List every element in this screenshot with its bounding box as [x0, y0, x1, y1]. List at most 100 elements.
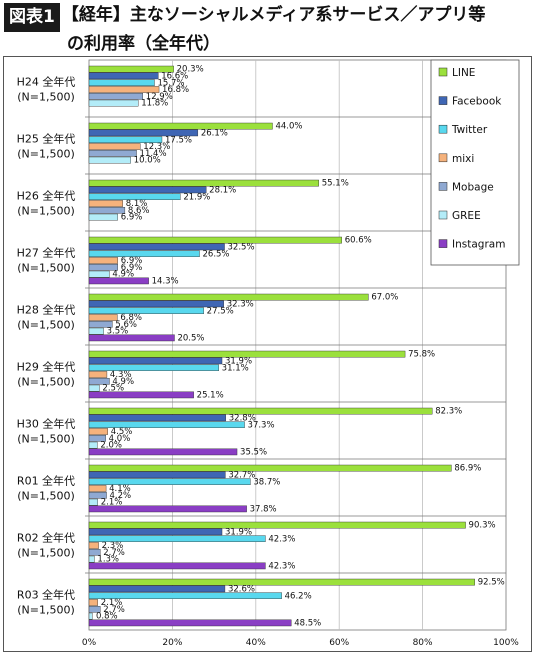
value-label: 31.9% [225, 528, 252, 538]
x-tick-label: 40% [246, 638, 266, 648]
category-label: H28 全年代 [17, 303, 76, 317]
bar-twitter [88, 193, 181, 201]
value-label: 0.8% [96, 612, 118, 622]
category-label: H25 全年代 [17, 132, 76, 146]
bar-mobage [88, 93, 143, 100]
value-label: 32.8% [229, 414, 256, 424]
value-label: 48.5% [294, 619, 321, 629]
value-label: 20.3% [177, 65, 204, 75]
value-label: 42.3% [268, 534, 295, 544]
category-label: H29 全年代 [17, 360, 76, 374]
bar-facebook [88, 243, 225, 251]
value-label: 90.3% [469, 521, 496, 531]
value-label: 55.1% [322, 179, 349, 189]
bar-line [88, 65, 174, 73]
value-label: 3.5% [107, 327, 129, 337]
legend-swatch-facebook [438, 96, 448, 105]
value-label: 4.5% [111, 427, 133, 437]
value-label: 2.1% [101, 498, 123, 508]
value-label: 37.3% [248, 420, 275, 430]
legend-box [430, 59, 520, 266]
value-label: 32.5% [228, 243, 255, 253]
value-label: 44.0% [275, 122, 302, 132]
legend-label-twitter: Twitter [451, 124, 488, 136]
category-n-label: (N=1,500) [17, 433, 75, 446]
category-label: H26 全年代 [17, 189, 76, 203]
value-label: 6.9% [121, 213, 143, 223]
bar-line [88, 407, 433, 415]
value-label: 2.0% [100, 441, 122, 451]
bar-instagram [88, 391, 194, 399]
bar-instagram [88, 334, 175, 342]
x-tick-label: 100% [493, 638, 519, 648]
category-label: R01 全年代 [17, 474, 75, 488]
bar-line [88, 521, 466, 529]
category-n-label: (N=1,500) [17, 604, 75, 617]
bar-instagram [88, 505, 247, 513]
value-label: 21.9% [183, 192, 210, 202]
value-label: 2.1% [101, 598, 123, 608]
legend-swatch-line [438, 67, 448, 77]
category-n-label: (N=1,500) [17, 319, 75, 332]
value-label: 4.2% [110, 491, 132, 501]
category-label: H24 全年代 [17, 75, 76, 89]
value-label: 1.3% [97, 555, 119, 565]
figure-tag: 図表1 [4, 3, 60, 32]
value-label: 27.5% [207, 306, 234, 316]
value-label: 67.0% [371, 293, 398, 303]
bar-mobage [88, 492, 107, 499]
bar-instagram [88, 277, 149, 285]
category-n-label: (N=1,500) [17, 205, 75, 218]
bar-facebook [88, 72, 159, 80]
bar-facebook [88, 585, 226, 593]
value-label: 15.7% [157, 78, 184, 88]
bar-gree [88, 156, 131, 164]
category-label: H27 全年代 [17, 246, 76, 260]
bar-gree [88, 498, 98, 506]
bar-twitter [88, 592, 282, 599]
bar-mixi [88, 599, 98, 606]
bar-facebook [88, 186, 207, 194]
bar-twitter [88, 421, 245, 429]
title-line-1: 図表1 【経年】主なソーシャルメディア系サービス／アプリ等 [4, 3, 536, 32]
value-label: 8.6% [128, 206, 150, 216]
value-label: 20.5% [177, 334, 204, 344]
value-label: 10.0% [134, 156, 161, 166]
bar-chart: 0% 20% 40% 60% 80% 100% H24 全年代 (N=1,500) H25 全年… [17, 59, 520, 648]
category-n-label: (N=1,500) [17, 376, 75, 389]
value-label: 75.8% [408, 350, 435, 360]
bar-facebook [88, 357, 223, 365]
value-label: 17.5% [165, 135, 192, 145]
bar-twitter [88, 307, 204, 315]
bar-mobage [88, 263, 118, 271]
value-label: 32.3% [227, 300, 254, 310]
bar-line [88, 293, 369, 301]
bar-instagram [88, 562, 266, 570]
bar-instagram [88, 619, 292, 627]
bar-mobage [88, 149, 137, 157]
value-label: 8.1% [126, 199, 148, 209]
value-label: 28.1% [209, 186, 236, 196]
legend-swatch-gree [438, 210, 448, 220]
value-label: 37.8% [250, 505, 277, 515]
value-label: 11.8% [141, 99, 168, 109]
legend-label-line: LINE [452, 67, 475, 79]
value-label: 4.0% [109, 434, 131, 444]
value-label: 31.9% [225, 357, 252, 367]
bar-mobage [88, 549, 101, 556]
legend-swatch-twitter [438, 124, 448, 134]
value-label: 82.3% [435, 407, 462, 417]
chart-title-continued: の利用率（全年代） [67, 34, 220, 54]
bar-twitter [88, 535, 266, 543]
legend-label-mixi: mixi [452, 153, 474, 165]
bar-facebook [88, 300, 224, 308]
x-tick-label: 60% [329, 638, 349, 648]
value-label: 31.1% [222, 363, 249, 373]
chart-frame: 0% 20% 40% 60% 80% 100% H24 全年代 (N=1,500) H25 全年… [3, 56, 532, 652]
bar-facebook [88, 528, 223, 536]
bar-facebook [88, 414, 226, 422]
bar-gree [88, 327, 104, 335]
value-label: 26.1% [201, 129, 228, 139]
value-label: 4.1% [109, 484, 131, 494]
value-label: 42.3% [268, 562, 295, 572]
